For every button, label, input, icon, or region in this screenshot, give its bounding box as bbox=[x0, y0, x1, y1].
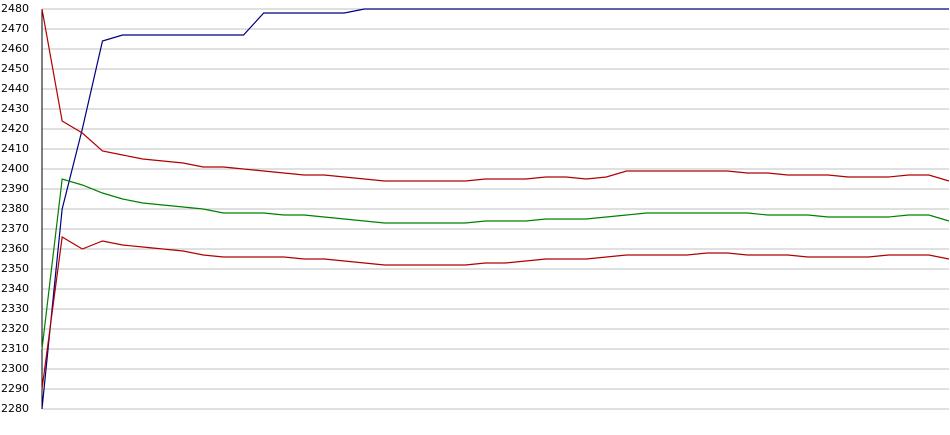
series-line bbox=[41, 8, 950, 182]
y-tick-label: 2320 bbox=[1, 322, 29, 335]
y-tick-label: 2410 bbox=[1, 142, 29, 155]
y-tick-label: 2460 bbox=[1, 42, 29, 55]
y-tick-label: 2400 bbox=[1, 162, 29, 175]
y-tick-label: 2350 bbox=[1, 262, 29, 275]
y-tick-label: 2390 bbox=[1, 182, 29, 195]
y-tick-label: 2290 bbox=[1, 382, 29, 395]
series-line bbox=[41, 178, 950, 350]
y-tick-label: 2450 bbox=[1, 62, 29, 75]
y-tick-label: 2480 bbox=[1, 2, 29, 15]
y-tick-label: 2280 bbox=[1, 402, 29, 415]
y-tick-label: 2380 bbox=[1, 202, 29, 215]
y-tick-label: 2330 bbox=[1, 302, 29, 315]
y-tick-label: 2360 bbox=[1, 242, 29, 255]
y-tick-label: 2420 bbox=[1, 122, 29, 135]
y-tick-label: 2440 bbox=[1, 82, 29, 95]
y-tick-label: 2430 bbox=[1, 102, 29, 115]
y-tick-label: 2310 bbox=[1, 342, 29, 355]
series-line bbox=[41, 236, 950, 390]
y-tick-label: 2470 bbox=[1, 22, 29, 35]
y-tick-label: 2300 bbox=[1, 362, 29, 375]
y-tick-label: 2340 bbox=[1, 282, 29, 295]
series-line bbox=[41, 8, 949, 410]
y-tick-label: 2370 bbox=[1, 222, 29, 235]
